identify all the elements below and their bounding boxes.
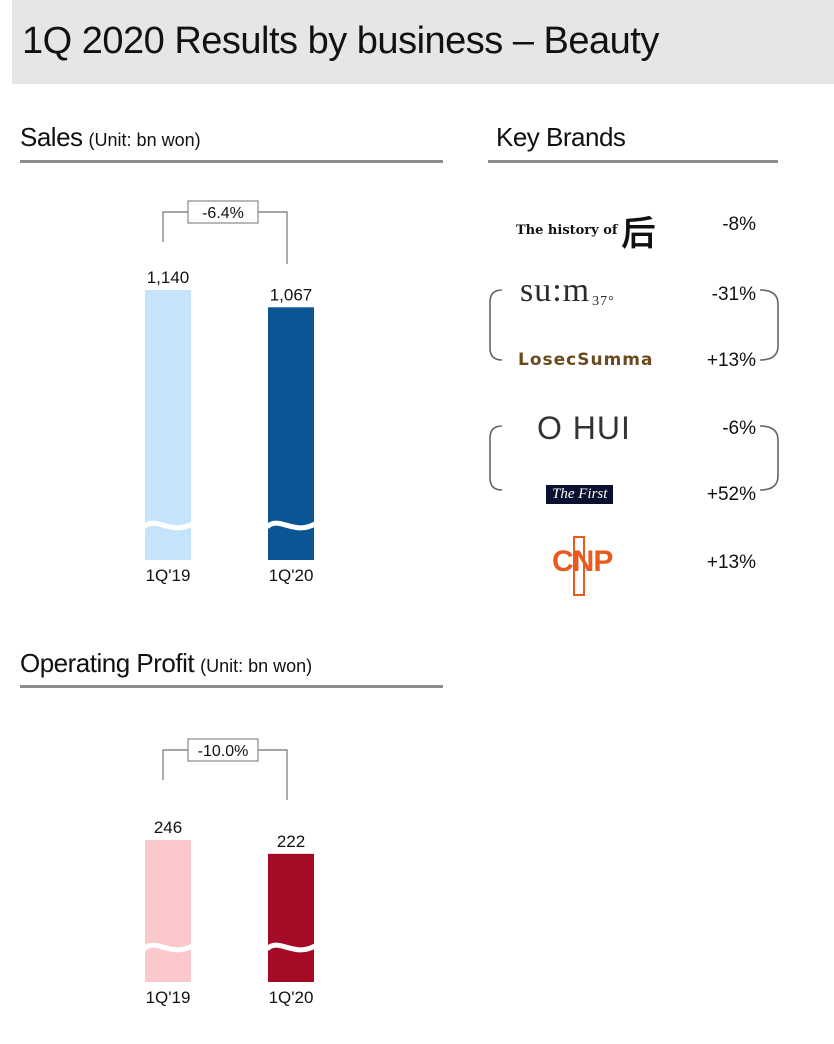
value-label: 222 [277, 832, 305, 851]
brand-group-brace-sum-losec [489, 289, 779, 361]
change-bracket [162, 211, 288, 264]
axis-break-mark [265, 942, 317, 953]
sales-heading: Sales (Unit: bn won) [20, 122, 201, 153]
bar-1q20 [268, 307, 314, 560]
axis-break-mark [142, 942, 194, 953]
brand-change-the-first: +52% [706, 484, 756, 505]
value-label: 1,067 [270, 285, 313, 304]
title-bar [12, 0, 834, 84]
change-label-box [187, 200, 259, 224]
sales-chart: 1,140 1Q'19 1,067 1Q'20 -6.4% [142, 200, 317, 585]
op-unit: (Unit: bn won) [200, 656, 313, 676]
key-brands-title: Key Brands [496, 122, 626, 152]
axis-break-mark [265, 520, 317, 531]
brand-change-ohui: -6% [722, 418, 756, 439]
brand-logo-cnp: CNP [552, 545, 613, 579]
brand-logo-glyph: 后 [621, 214, 656, 254]
brand-change-cnp: +13% [706, 552, 756, 573]
change-label: -6.4% [202, 205, 244, 222]
brand-logo-ohui: O HUI [537, 410, 631, 446]
cnp-logo-mark [573, 536, 585, 596]
value-label: 1,140 [147, 268, 190, 287]
brand-change-sum37: -31% [711, 284, 756, 305]
op-rule [20, 685, 443, 688]
value-label: 246 [154, 818, 182, 837]
brand-change-history-of-whoo: -8% [722, 214, 756, 235]
op-title: Operating Profit [20, 648, 195, 678]
change-label-box [187, 738, 259, 762]
key-brands-heading: Key Brands [496, 122, 626, 153]
op-chart: 246 1Q'19 222 1Q'20 -10.0% [142, 738, 317, 1007]
axis-break-mark [142, 520, 194, 531]
brand-logo-sub: 37° [592, 294, 615, 309]
brand-logo-history-of-whoo: The history of 后 [516, 206, 656, 255]
op-heading: Operating Profit (Unit: bn won) [20, 648, 312, 679]
category-label: 1Q'19 [146, 566, 191, 585]
sales-unit: (Unit: bn won) [88, 130, 201, 150]
brand-logo-the-first: The First [546, 485, 614, 504]
category-label: 1Q'20 [269, 566, 314, 585]
brand-logo-losecsumma: LosecSumma [518, 350, 654, 370]
brand-logo-sum37: su:m 37° [520, 272, 615, 310]
sales-title: Sales [20, 122, 83, 152]
category-label: 1Q'19 [146, 988, 191, 1007]
change-label: -10.0% [198, 743, 249, 760]
change-bracket [162, 749, 288, 800]
brand-logo-text: The history of [516, 223, 618, 238]
category-label: 1Q'20 [269, 988, 314, 1007]
brand-change-losecsumma: +13% [706, 350, 756, 371]
bar-1q20 [268, 853, 314, 982]
brand-group-brace-ohui-first [489, 425, 779, 491]
page-title: 1Q 2020 Results by business – Beauty [22, 20, 659, 62]
bar-1q19 [145, 840, 191, 982]
bar-1q19 [145, 290, 191, 560]
brand-logo-text: su:m [520, 272, 591, 309]
key-brands-rule [488, 160, 778, 163]
brand-logo-text: CNP [552, 545, 613, 578]
sales-rule [20, 160, 443, 163]
